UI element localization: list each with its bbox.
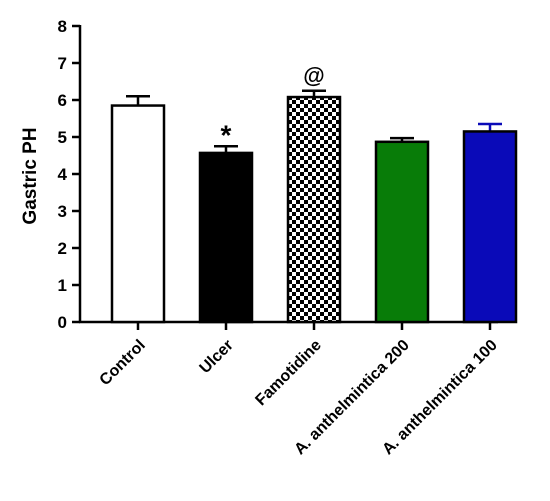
y-tick-label-2: 2 xyxy=(58,239,67,258)
bar-4 xyxy=(462,130,518,324)
bar-1 xyxy=(198,151,254,324)
bar-2 xyxy=(286,95,342,324)
bar-3 xyxy=(374,140,430,324)
y-tick-label-3: 3 xyxy=(58,202,67,221)
y-tick-label-6: 6 xyxy=(58,91,67,110)
y-tick-label-0: 0 xyxy=(58,313,67,332)
y-tick-label-5: 5 xyxy=(58,128,67,147)
y-tick-label-1: 1 xyxy=(58,276,67,295)
x-tick-label-1: Ulcer xyxy=(197,337,237,377)
y-tick-label-7: 7 xyxy=(58,54,67,73)
y-axis-title: Gastric PH xyxy=(20,127,41,224)
y-tick-label-8: 8 xyxy=(58,17,67,36)
x-tick-label-2: Famotidine xyxy=(252,337,324,409)
y-tick-label-4: 4 xyxy=(58,165,68,184)
annotation-1: * xyxy=(221,119,232,150)
x-tick-label-0: Control xyxy=(97,337,149,389)
bar-0 xyxy=(110,104,166,324)
annotation-2: @ xyxy=(303,63,324,88)
